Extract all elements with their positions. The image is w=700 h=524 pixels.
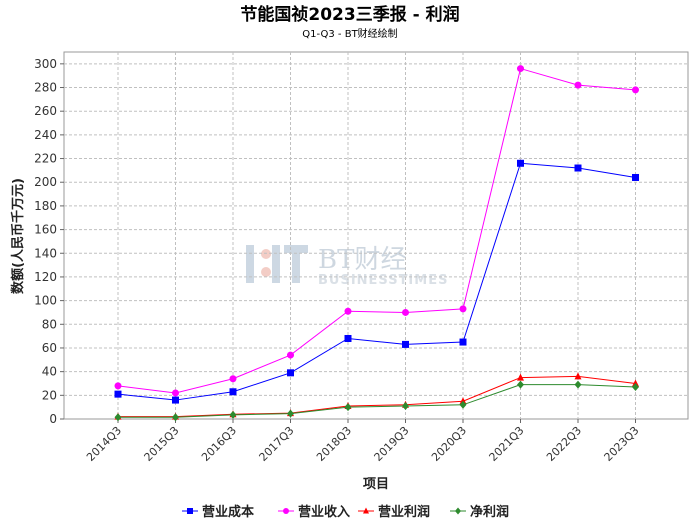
- data-point: [172, 389, 179, 397]
- data-point: [402, 340, 409, 348]
- y-tick-label: 100: [34, 294, 57, 308]
- y-tick-label: 180: [34, 199, 57, 213]
- y-tick-label: 120: [34, 270, 57, 284]
- legend-label: 营业成本: [202, 504, 254, 520]
- watermark-logo-bar-1: [246, 245, 254, 283]
- y-tick-label: 200: [34, 175, 57, 189]
- data-point: [517, 380, 524, 389]
- data-point: [574, 81, 582, 89]
- x-axis: 2014Q3 2015Q3 2016Q3 2017Q3 2018Q3 2019Q3 2020…: [84, 419, 642, 464]
- data-point: [114, 413, 122, 422]
- x-tick-label: 2023Q3: [602, 424, 642, 464]
- y-tick-label: 260: [34, 104, 57, 118]
- y-tick-label: 40: [42, 365, 57, 379]
- data-point: [287, 409, 294, 418]
- series-2: [114, 65, 639, 397]
- y-tick-label: 140: [34, 246, 57, 260]
- data-point: [632, 173, 639, 181]
- y-tick-label: 280: [34, 81, 57, 95]
- watermark-brand: BT财经: [318, 245, 406, 275]
- data-point: [229, 410, 237, 419]
- data-point: [229, 388, 237, 396]
- watermark-logo-dot-1: [261, 249, 271, 259]
- data-point: [459, 397, 467, 405]
- watermark-logo-dot-2: [261, 267, 271, 277]
- series-1: [114, 159, 639, 404]
- legend-marker: [363, 507, 369, 514]
- data-point: [632, 383, 639, 392]
- chart-subtitle: Q1-Q3 - BT财经绘制: [302, 27, 397, 40]
- y-tick-label: 0: [49, 412, 57, 426]
- watermark-sub: BUSINESSTIMES: [318, 273, 448, 288]
- legend-item-3: 营业利润: [358, 504, 430, 520]
- x-tick-label: 2016Q3: [199, 424, 239, 464]
- y-tick-label: 20: [42, 388, 57, 402]
- data-point: [287, 351, 294, 359]
- data-point: [459, 400, 467, 409]
- series-line: [118, 375, 636, 418]
- data-point: [344, 403, 352, 412]
- y-axis-title: 数额(人民币千万元): [10, 178, 26, 294]
- data-point: [459, 305, 467, 313]
- series-4: [114, 380, 639, 422]
- x-axis-title: 项目: [363, 477, 389, 492]
- legend-label: 净利润: [470, 504, 509, 520]
- x-tick-label: 2020Q3: [429, 424, 469, 464]
- data-point: [459, 338, 467, 346]
- series-line: [117, 67, 636, 394]
- data-point: [574, 164, 582, 172]
- x-tick-label: 2022Q3: [544, 424, 584, 464]
- watermark-logo-bar-2: [272, 245, 280, 283]
- x-tick-label: 2014Q3: [84, 424, 124, 464]
- plot-area: [63, 51, 689, 420]
- legend-marker: [283, 508, 289, 514]
- legend-marker: [455, 507, 461, 515]
- y-tick-label: 240: [34, 128, 57, 142]
- legend-label: 营业利润: [378, 504, 430, 520]
- data-point: [114, 390, 122, 398]
- y-tick-label: 300: [34, 57, 57, 71]
- data-point: [229, 375, 237, 383]
- watermark-logo-bar-3: [284, 245, 308, 253]
- chart-title: 节能国祯2023三季报 - 利润: [240, 4, 459, 25]
- x-tick-label: 2018Q3: [314, 424, 354, 464]
- series-line: [118, 384, 636, 418]
- legend-marker: [187, 508, 193, 514]
- data-point: [632, 379, 639, 387]
- legend-item-2: 营业收入: [278, 504, 350, 520]
- data-point: [114, 382, 122, 390]
- y-tick-label: 60: [42, 341, 57, 355]
- x-tick-label: 2017Q3: [257, 424, 297, 464]
- y-tick-label: 80: [42, 317, 57, 331]
- data-point: [402, 401, 409, 410]
- data-point: [172, 396, 179, 404]
- series-group: [114, 65, 639, 422]
- x-tick-label: 2019Q3: [372, 424, 412, 464]
- data-point: [517, 159, 524, 167]
- watermark-logo-bar-4: [292, 253, 300, 283]
- data-point: [574, 380, 582, 389]
- legend-label: 营业收入: [298, 504, 350, 520]
- series-line: [117, 162, 636, 401]
- legend-item-1: 营业成本: [182, 504, 254, 520]
- data-point: [517, 373, 524, 381]
- data-point: [517, 65, 524, 73]
- data-point: [632, 86, 639, 94]
- data-point: [344, 334, 352, 342]
- data-point: [574, 372, 582, 380]
- y-tick-label: 160: [34, 223, 57, 237]
- data-point: [402, 308, 409, 316]
- data-point: [287, 369, 294, 377]
- y-axis: 0 20 40 60 80 100 120 140 160 180 200 220 240 260 280 3…: [34, 57, 64, 426]
- data-point: [172, 413, 179, 422]
- legend: 营业成本 营业收入 营业利润 净利润: [182, 504, 509, 520]
- x-tick-label: 2015Q3: [142, 424, 182, 464]
- legend-item-4: 净利润: [450, 504, 509, 520]
- y-tick-label: 220: [34, 152, 57, 166]
- data-point: [344, 307, 352, 315]
- x-tick-label: 2021Q3: [487, 424, 527, 464]
